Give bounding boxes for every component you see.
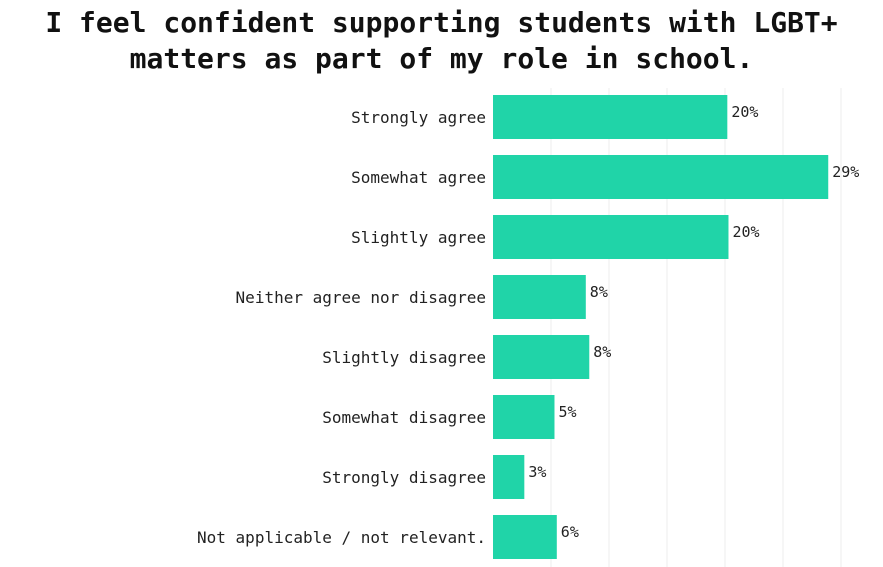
category-label: Not applicable / not relevant.	[197, 528, 486, 547]
value-label: 20%	[732, 223, 759, 241]
bar	[493, 455, 525, 499]
category-label: Strongly agree	[351, 108, 486, 127]
value-label: 29%	[832, 163, 859, 181]
bar	[493, 395, 555, 439]
bars	[493, 95, 829, 559]
bar	[493, 215, 729, 259]
bar	[493, 95, 728, 139]
value-label: 20%	[731, 103, 758, 121]
value-label: 8%	[590, 283, 608, 301]
value-label: 8%	[593, 343, 611, 361]
value-label: 6%	[561, 523, 579, 541]
chart-title-line-2: matters as part of my role in school.	[129, 42, 754, 75]
chart-title-line-1: I feel confident supporting students wit…	[45, 6, 838, 39]
category-labels: Strongly agree Somewhat agree Slightly agr…	[197, 108, 486, 547]
bar	[493, 515, 557, 559]
bar	[493, 335, 590, 379]
value-labels: 20% 29% 20% 8% 8% 5% 3% 6%	[528, 103, 859, 541]
category-label: Slightly disagree	[322, 348, 486, 367]
bar	[493, 155, 829, 199]
category-label: Neither agree nor disagree	[236, 288, 486, 307]
category-label: Strongly disagree	[322, 468, 486, 487]
value-label: 3%	[528, 463, 546, 481]
category-label: Slightly agree	[351, 228, 486, 247]
category-label: Somewhat agree	[351, 168, 486, 187]
category-label: Somewhat disagree	[322, 408, 486, 427]
value-label: 5%	[558, 403, 576, 421]
bar	[493, 275, 586, 319]
